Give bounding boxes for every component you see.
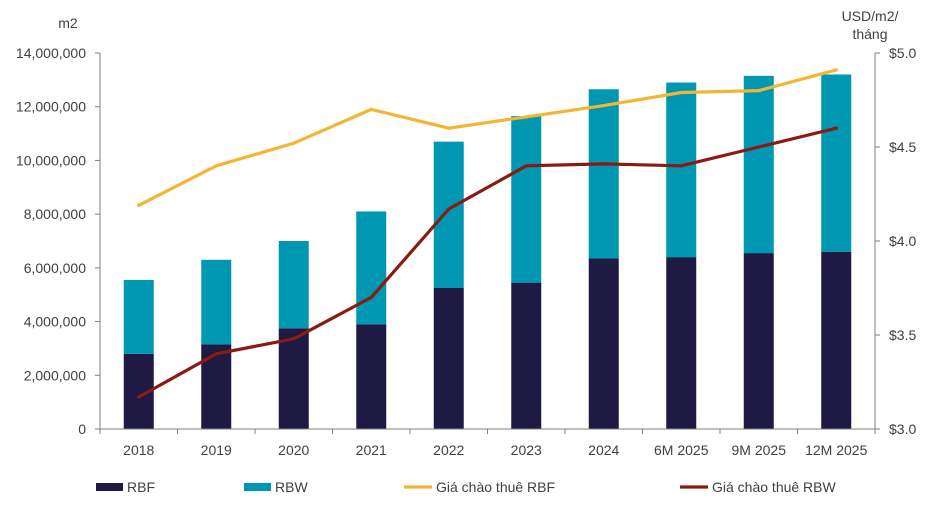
- line-point-series-2: [602, 162, 606, 166]
- y-right-tick-label: $4.0: [889, 233, 916, 249]
- line-point-series-2: [679, 164, 683, 168]
- bar-rbw: [123, 279, 154, 354]
- bar-rbw: [433, 141, 464, 288]
- legend-item: Giá chào thuê RBW: [680, 479, 837, 495]
- legend-swatch: [244, 483, 271, 491]
- legend: RBF RBW Giá chào thuê RBF Giá chào thuê RBW: [96, 479, 837, 495]
- bar-rbf: [201, 344, 232, 429]
- y-right-tick-label: $4.5: [889, 139, 916, 155]
- y-left-tick-label: 14,000,000: [16, 45, 86, 61]
- y-left-tick-label: 8,000,000: [24, 206, 86, 222]
- line-point-series-1: [137, 203, 141, 207]
- line-point-series-1: [524, 115, 528, 119]
- line-point-series-1: [447, 126, 451, 130]
- y-left-tick-label: 2,000,000: [24, 367, 86, 383]
- legend-item: RBW: [244, 479, 308, 495]
- lines: [137, 68, 838, 399]
- x-tick-label: 2020: [278, 442, 309, 458]
- bar-rbf: [588, 258, 619, 429]
- bar-rbw: [666, 82, 697, 258]
- line-point-series-1: [214, 164, 218, 168]
- y-left-tick-label: 4,000,000: [24, 314, 86, 330]
- bar-rbf: [356, 324, 387, 429]
- y-right-tick-label: $3.0: [889, 421, 916, 437]
- line-point-series-2: [369, 295, 373, 299]
- line-series-2: [137, 126, 838, 399]
- bar-rbw: [511, 116, 542, 283]
- bar-rbw: [278, 241, 309, 329]
- y-right-tick-labels: $3.0 $3.5 $4.0 $4.5 $5.0: [889, 45, 916, 437]
- x-tick-label: 2024: [588, 442, 619, 458]
- line-point-series-1: [369, 107, 373, 111]
- line-point-series-2: [757, 145, 761, 149]
- line-point-series-1: [834, 68, 838, 72]
- bar-rbw: [821, 74, 852, 252]
- line-point-series-2: [834, 126, 838, 130]
- axes: [95, 52, 880, 434]
- line-point-series-2: [137, 395, 141, 399]
- line-point-series-2: [214, 352, 218, 356]
- y-left-tick-label: 0: [78, 421, 86, 437]
- y-left-tick-labels: 0 2,000,000 4,000,000 6,000,000 8,000,000 10,…: [16, 45, 86, 437]
- bars: [123, 74, 852, 429]
- bar-rbw: [201, 259, 232, 345]
- bar-rbf: [278, 328, 309, 429]
- x-tick-label: 12M 2025: [805, 442, 867, 458]
- bar-rbw: [356, 211, 387, 325]
- bar-rbw: [743, 75, 774, 254]
- line-point-series-1: [602, 104, 606, 108]
- x-tick-label: 2022: [433, 442, 464, 458]
- line-point-series-2: [292, 337, 296, 341]
- bar-rbf: [511, 282, 542, 429]
- y-left-tick-label: 10,000,000: [16, 152, 86, 168]
- bar-rbf: [743, 253, 774, 429]
- line-point-series-1: [292, 141, 296, 145]
- y-right-tick-label: $5.0: [889, 45, 916, 61]
- y-right-unit-label-line2: tháng: [852, 26, 887, 42]
- legend-item: RBF: [96, 479, 155, 495]
- bar-rbf: [821, 251, 852, 429]
- y-left-unit-label: m2: [58, 15, 78, 31]
- x-tick-label: 2019: [201, 442, 232, 458]
- x-tick-labels: 2018 2019 2020 2021 2022 2023 2024 6M 2025 9M 20…: [123, 442, 867, 458]
- bar-rbf: [433, 288, 464, 429]
- bar-rbw: [588, 89, 619, 259]
- line-point-series-1: [757, 89, 761, 93]
- x-tick-label: 2018: [123, 442, 154, 458]
- x-tick-label: 2021: [356, 442, 387, 458]
- legend-item: Giá chào thuê RBF: [404, 479, 555, 495]
- x-tick-label: 6M 2025: [654, 442, 709, 458]
- legend-label: Giá chào thuê RBW: [712, 479, 837, 495]
- line-series-1: [137, 68, 838, 207]
- line-point-series-1: [679, 90, 683, 95]
- legend-swatch: [96, 483, 123, 491]
- x-tick-label: 9M 2025: [732, 442, 787, 458]
- x-tick-label: 2023: [511, 442, 542, 458]
- y-right-tick-label: $3.5: [889, 327, 916, 343]
- legend-label: RBF: [127, 479, 155, 495]
- y-right-unit-label-line1: USD/m2/: [842, 8, 899, 24]
- line-point-series-2: [524, 164, 528, 168]
- bar-rbf: [666, 257, 697, 429]
- y-left-tick-label: 12,000,000: [16, 99, 86, 115]
- legend-label: Giá chào thuê RBF: [436, 479, 555, 495]
- legend-label: RBW: [275, 479, 308, 495]
- y-left-tick-label: 6,000,000: [24, 260, 86, 276]
- line-point-series-2: [447, 207, 451, 211]
